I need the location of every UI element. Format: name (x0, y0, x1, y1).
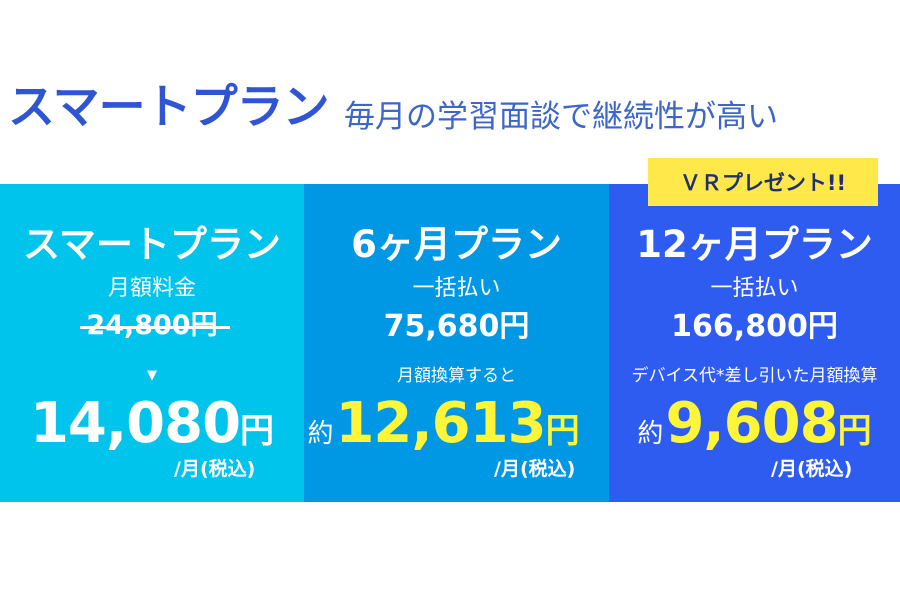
per-month-tax-label: /月(税込) (174, 458, 256, 480)
plan-sub-label: 月額料金 (107, 276, 196, 301)
per-month-tax-label: /月(税込) (494, 458, 576, 480)
plan-name: 6ヶ月プラン (351, 223, 562, 266)
plan-name: 12ヶ月プラン (636, 223, 873, 266)
per-month-tax-label: /月(税込) (771, 458, 853, 480)
price-number: 12,613 (335, 391, 546, 456)
price-prefix: 約 (637, 419, 664, 449)
plan-card-12-month[interactable]: 12ヶ月プラン 一括払い 166,800円 デバイス代*差し引いた月額換算 約9… (609, 184, 900, 502)
price-unit: 円 (837, 411, 872, 451)
price-unit: 円 (240, 411, 275, 451)
plan-name: スマートプラン (23, 223, 281, 266)
original-price-value: 24,800円 (80, 310, 230, 341)
plan-panels: スマートプラン 月額料金 24,800円 ▼ 14,080円 /月(税込) 6ヶ… (0, 184, 900, 502)
monthly-price: 14,080円 (0, 396, 304, 452)
price-number: 9,608 (665, 391, 838, 456)
lump-price: 166,800円 (671, 309, 838, 344)
page-title: スマートプラン (8, 80, 330, 135)
conversion-note: デバイス代*差し引いた月額換算 (631, 366, 878, 386)
plan-sub-label: 一括払い (710, 276, 799, 301)
price-prefix: 約 (307, 419, 334, 449)
conversion-note: 月額換算すると (397, 366, 516, 386)
page-subtitle: 毎月の学習面談で継続性が高い (344, 99, 778, 135)
lump-price: 75,680円 (383, 309, 530, 344)
monthly-price: 約12,613円 (304, 396, 583, 452)
plan-sub-label: 一括払い (412, 276, 501, 301)
price-number: 14,080 (29, 391, 241, 456)
down-arrow-icon: ▼ (147, 368, 157, 383)
plan-card-smart[interactable]: スマートプラン 月額料金 24,800円 ▼ 14,080円 /月(税込) (0, 184, 304, 502)
vr-present-badge: ＶＲプレゼント!! (648, 158, 878, 206)
monthly-price: 約9,608円 (609, 396, 900, 452)
price-unit: 円 (545, 411, 580, 451)
plan-card-6-month[interactable]: 6ヶ月プラン 一括払い 75,680円 月額換算すると 約12,613円 /月(… (304, 184, 609, 502)
original-price: 24,800円 (0, 312, 304, 339)
